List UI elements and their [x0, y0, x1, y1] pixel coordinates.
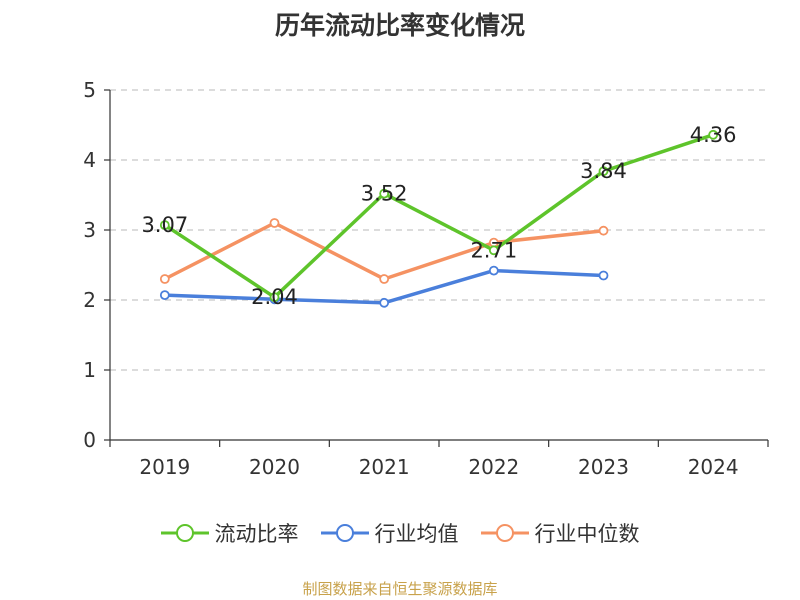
data-point: [488, 265, 499, 276]
legend-label: 行业均值: [374, 522, 459, 546]
legend-item: 行业中位数: [480, 518, 640, 548]
data-point: [379, 274, 390, 284]
x-tick-label: 2020: [249, 455, 300, 479]
series-line: [164, 221, 604, 281]
data-point: [598, 166, 609, 177]
x-tick-label: 2022: [468, 455, 519, 479]
data-point: [379, 297, 390, 308]
x-tick-label: 2023: [578, 455, 629, 479]
data-point: [269, 218, 280, 228]
y-tick-label: 4: [83, 148, 96, 172]
data-label: 3.84: [580, 159, 627, 183]
chart-title: 历年流动比率变化情况: [274, 11, 525, 40]
legend-label: 行业中位数: [534, 522, 640, 546]
data-point: [488, 245, 499, 256]
y-tick-label: 5: [83, 78, 96, 102]
legend-label: 流动比率: [214, 522, 299, 546]
legend-swatch: [480, 524, 529, 542]
data-label: 4.36: [690, 123, 737, 147]
data-point: [159, 274, 170, 284]
x-tick-label: 2021: [359, 455, 410, 479]
legend-item: 行业均值: [320, 518, 459, 548]
y-tick-label: 3: [83, 218, 96, 242]
data-label: 2.04: [251, 285, 298, 309]
x-tick-label: 2024: [688, 455, 739, 479]
data-point: [379, 188, 390, 199]
y-tick-label: 0: [83, 428, 96, 452]
data-label: 2.71: [470, 238, 517, 262]
series-line: [163, 133, 714, 299]
y-tick-label: 1: [83, 358, 96, 382]
data-label: 3.07: [141, 213, 188, 237]
data-point: [159, 290, 170, 301]
data-label: 3.52: [361, 182, 408, 206]
data-point: [708, 129, 719, 140]
legend-item: 流动比率: [160, 518, 299, 548]
data-point: [598, 225, 609, 236]
legend: 流动比率 行业均值 行业中位数: [0, 518, 800, 548]
data-point: [159, 220, 170, 231]
data-point: [598, 270, 609, 281]
legend-swatch: [160, 524, 209, 542]
y-tick-label: 2: [83, 288, 96, 312]
x-tick-label: 2019: [139, 455, 190, 479]
source-note: 制图数据来自恒生聚源数据库: [302, 580, 498, 598]
legend-swatch: [320, 524, 369, 542]
data-point: [269, 292, 280, 303]
